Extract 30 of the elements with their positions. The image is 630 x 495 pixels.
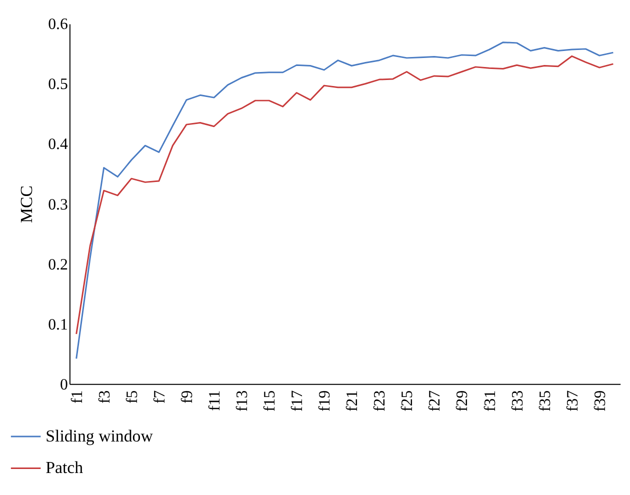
- x-tick-label: f5: [124, 390, 141, 404]
- x-tick-label: f25: [399, 390, 416, 412]
- y-tick-label: 0.3: [48, 196, 68, 214]
- y-tick-label: 0.4: [48, 136, 68, 154]
- x-tick-label: f39: [592, 390, 609, 412]
- x-tick-label: f33: [509, 390, 526, 412]
- x-tick-label: f1: [68, 390, 86, 404]
- x-tick-label: f3: [96, 390, 114, 404]
- x-tick-label: f13: [234, 390, 251, 412]
- y-tick-label: 0.2: [48, 256, 68, 274]
- x-tick-label: f19: [316, 390, 334, 412]
- x-tick-label: f37: [564, 390, 582, 412]
- x-tick-label: f17: [289, 390, 306, 412]
- x-tick-label: f9: [178, 390, 196, 404]
- y-tick-label: 0.1: [48, 316, 68, 334]
- x-tick-label: f15: [262, 390, 279, 412]
- x-tick-label: f7: [151, 390, 168, 404]
- x-tick-label: f35: [536, 390, 554, 412]
- y-tick-label: 0: [60, 376, 68, 394]
- legend-label: Sliding window: [46, 426, 154, 446]
- y-tick-label: 0.5: [48, 76, 68, 94]
- x-tick-label: f27: [426, 390, 444, 412]
- y-tick-label: 0.6: [48, 16, 68, 34]
- y-axis-title: MCC: [17, 186, 36, 224]
- x-tick-label: f23: [372, 390, 389, 412]
- legend-label: Patch: [46, 458, 84, 478]
- x-tick-label: f29: [454, 390, 472, 412]
- x-tick-label: f11: [206, 390, 224, 411]
- x-tick-label: f31: [482, 390, 499, 412]
- x-tick-label: f21: [344, 390, 362, 412]
